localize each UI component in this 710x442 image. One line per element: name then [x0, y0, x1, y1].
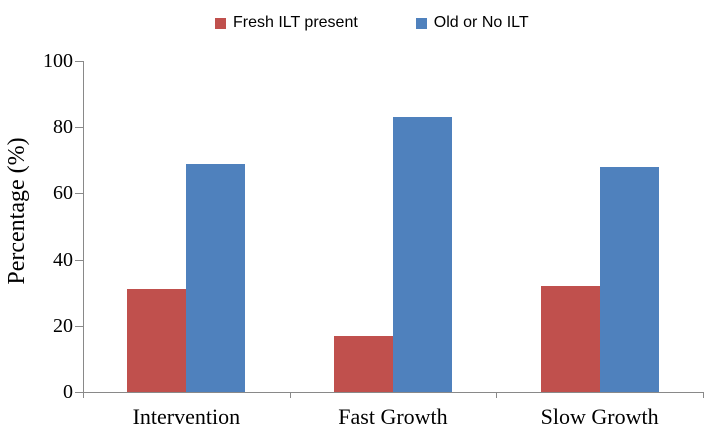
- legend-label-fresh-ilt-present: Fresh ILT present: [233, 14, 358, 31]
- y-tick-label-80: 80: [53, 116, 73, 139]
- y-tick-label-40: 40: [53, 248, 73, 271]
- chart-legend: Fresh ILT present Old or No ILT: [215, 13, 529, 33]
- bar-fresh-ilt-present-slow-growth: [540, 286, 600, 392]
- y-tick-label-100: 100: [43, 50, 73, 72]
- legend-swatch-old-or-no-ilt: [415, 17, 427, 29]
- x-axis-labels: Intervention Fast Growth Slow Growth: [83, 403, 703, 433]
- x-axis-line: [83, 392, 704, 393]
- y-tick-mark-0: [75, 392, 83, 393]
- y-tick-mark-60: [75, 193, 83, 195]
- bar-old-or-no-ilt-slow-growth: [599, 166, 659, 392]
- x-category-label-intervention: Intervention: [132, 404, 241, 429]
- x-tick-mark-2: [496, 392, 498, 398]
- bar-old-or-no-ilt-intervention: [186, 163, 246, 392]
- y-axis-line: [83, 61, 84, 392]
- y-tick-label-0: 0: [63, 381, 73, 403]
- legend-item-fresh-ilt-present: Fresh ILT present: [215, 13, 358, 33]
- y-tick-mark-100: [75, 61, 83, 62]
- x-tick-mark-0: [83, 392, 84, 398]
- plot-area: 0 20 40 60 80 100: [43, 50, 704, 403]
- y-tick-label-20: 20: [53, 314, 73, 337]
- legend-item-old-or-no-ilt: Old or No ILT: [415, 13, 529, 33]
- x-tick-mark-3: [702, 392, 704, 398]
- legend-swatch-fresh-ilt-present: [215, 17, 226, 29]
- bar-fresh-ilt-present-fast-growth: [334, 335, 393, 392]
- x-tick-mark-1: [289, 392, 291, 398]
- x-category-label-fast-growth: Fast Growth: [338, 404, 448, 429]
- y-tick-mark-40: [75, 259, 83, 261]
- y-tick-label-60: 60: [53, 182, 73, 205]
- bar-fresh-ilt-present-intervention: [127, 289, 187, 392]
- y-axis-title: Percentage (%): [4, 137, 30, 285]
- y-tick-mark-20: [75, 325, 83, 327]
- legend-label-old-or-no-ilt: Old or No ILT: [433, 14, 529, 31]
- x-category-label-slow-growth: Slow Growth: [540, 404, 659, 429]
- y-tick-mark-80: [75, 127, 83, 129]
- bar-old-or-no-ilt-fast-growth: [393, 117, 452, 392]
